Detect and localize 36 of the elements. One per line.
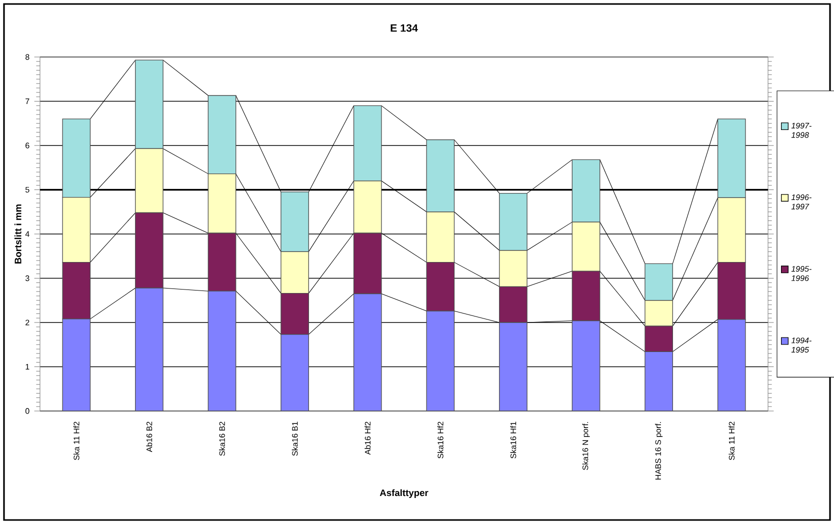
y-tick-label: 3 (25, 275, 30, 282)
chart-title: E 134 (390, 24, 418, 32)
legend-label: 1996-1997 (791, 194, 812, 210)
bar (353, 293, 382, 411)
bar (135, 288, 164, 411)
bar (572, 320, 600, 411)
x-tick-label: Ab16 B2 (146, 422, 152, 452)
x-tick-label: Ska16 Hf1 (510, 422, 516, 458)
y-tick-label: 0 (25, 408, 30, 414)
legend-label: 1995-1996 (791, 266, 812, 282)
bar (426, 310, 455, 411)
legend-label: 1997-1998 (791, 122, 812, 138)
x-tick-label: Ska16 N porf. (582, 422, 590, 470)
x-tick-label: Ska 11 Hf2 (728, 422, 735, 460)
x-tick-label: HABS 16 S porf. (655, 422, 663, 480)
bar (280, 334, 309, 411)
x-tick-label: Ska16 Hf2 (437, 422, 444, 458)
y-axis-title: Bortslitt i mm (14, 204, 22, 264)
y-tick-label: 8 (26, 54, 30, 60)
y-tick-label: 2 (26, 320, 30, 326)
x-tick-label: Ska 11 Hf2 (73, 422, 80, 460)
y-tick-label: 5 (25, 186, 30, 193)
y-tick-label: 7 (26, 98, 30, 104)
y-tick-label: 6 (26, 142, 30, 148)
legend-label: 1994-1995 (791, 338, 812, 353)
y-tick-label: 4 (25, 231, 30, 237)
x-tick-label: Ska16 B1 (292, 422, 298, 456)
bar (208, 290, 236, 411)
bar (644, 351, 673, 411)
bar (62, 318, 91, 411)
x-tick-label: Ska16 B2 (219, 422, 225, 456)
x-axis-title: Asfalttyper (380, 489, 428, 498)
x-tick-label: Ab16 Hf2 (364, 422, 371, 455)
y-tick-label: 1 (26, 364, 30, 370)
bar (717, 319, 746, 411)
bar (499, 322, 528, 411)
